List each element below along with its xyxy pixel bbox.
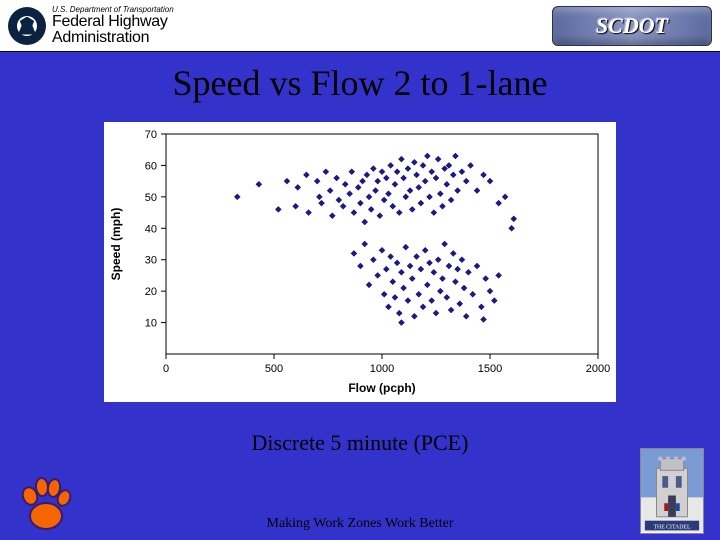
svg-text:60: 60 [145,160,157,172]
svg-text:500: 500 [265,363,283,375]
scatter-chart: 0 500 1000 1500 2000 10 20 30 40 50 60 70 Flow (pcph… [104,122,616,402]
svg-text:50: 50 [145,192,157,204]
paw-icon [16,476,76,534]
svg-text:THE CITADEL: THE CITADEL [653,524,691,530]
scdot-text: SCDOT [596,13,668,39]
fhwa-logo-icon [8,7,46,45]
fhwa-text: U.S. Department of Transportation Federa… [52,6,174,46]
citadel-icon: THE CITADEL [641,449,703,532]
svg-text:Speed (mph): Speed (mph) [109,208,123,281]
svg-text:1500: 1500 [478,363,502,375]
slide-title: Speed vs Flow 2 to 1-lane [0,62,720,104]
svg-text:Flow (pcph): Flow (pcph) [348,381,415,395]
svg-text:2000: 2000 [586,363,610,375]
svg-text:20: 20 [145,286,157,298]
chart-svg: 0 500 1000 1500 2000 10 20 30 40 50 60 70 Flow (pcph… [104,122,616,402]
header-bar: U.S. Department of Transportation Federa… [0,0,720,52]
svg-text:40: 40 [145,223,157,235]
svg-text:0: 0 [163,363,169,375]
svg-text:10: 10 [145,318,157,330]
citadel-logo: THE CITADEL [640,448,704,534]
fhwa-line1: Federal Highway [52,14,174,30]
scdot-logo: SCDOT [552,6,712,46]
fhwa-line2: Administration [52,30,174,46]
footer-logos: THE CITADEL [0,448,720,534]
svg-text:1000: 1000 [370,363,394,375]
fhwa-logo-block: U.S. Department of Transportation Federa… [8,6,174,46]
clemson-logo [16,476,76,534]
svg-text:70: 70 [145,129,157,141]
svg-text:30: 30 [145,255,157,267]
